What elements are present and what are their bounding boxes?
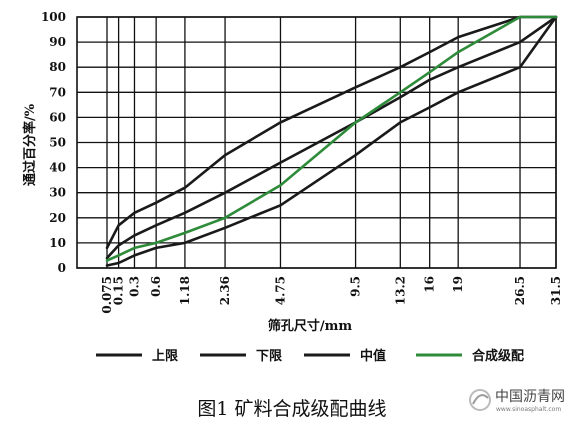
x-tick-label: 31.5 — [549, 276, 563, 305]
y-axis-label: 通过百分率/% — [22, 103, 38, 186]
y-tick-label: 20 — [49, 211, 66, 225]
watermark-logo-icon — [469, 389, 491, 411]
legend: 上限 下限 中值 合成级配 — [96, 348, 524, 364]
watermark-url: www.sinoasphalt.com — [496, 406, 561, 413]
y-tick-label: 10 — [49, 236, 66, 250]
x-tick-label: 0.6 — [149, 276, 163, 297]
x-tick-label: 9.5 — [349, 276, 363, 297]
y-tick-label: 80 — [49, 60, 66, 74]
x-axis-label: 筛孔尺寸/mm — [268, 318, 353, 334]
legend-label: 上限 — [152, 349, 179, 364]
legend-label: 下限 — [256, 349, 283, 364]
x-tick-label: 13.2 — [393, 276, 407, 305]
legend-label: 合成级配 — [472, 348, 524, 364]
y-tick-label: 70 — [49, 85, 66, 99]
y-tick-label: 30 — [49, 186, 66, 200]
series-line — [105, 15, 558, 260]
y-tick-label: 90 — [49, 35, 66, 49]
x-tick-label: 1.18 — [178, 276, 192, 305]
y-tick-label: 100 — [41, 10, 66, 24]
x-tick-label: 2.36 — [218, 276, 232, 305]
watermark-text: 中国沥青网 — [495, 389, 565, 405]
x-tick-label: 16 — [423, 276, 437, 293]
y-axis-ticks: 0 10 20 30 40 50 60 70 80 90 100 — [41, 10, 66, 275]
watermark: 中国沥青网 www.sinoasphalt.com — [469, 389, 565, 413]
legend-label: 中值 — [360, 348, 386, 364]
x-tick-label: 4.75 — [273, 276, 287, 305]
series-line — [105, 15, 558, 262]
y-tick-label: 40 — [49, 161, 66, 175]
series-line — [105, 15, 558, 267]
x-tick-label: 0.15 — [112, 276, 126, 305]
y-tick-label: 0 — [58, 261, 66, 275]
series-lines — [105, 15, 558, 267]
y-tick-label: 60 — [49, 110, 66, 124]
watermark-logo-mark — [472, 394, 489, 405]
series-line — [105, 15, 558, 250]
y-tick-label: 50 — [49, 136, 66, 150]
figure-caption: 图1 矿料合成级配曲线 — [197, 398, 386, 420]
x-tick-label: 0.3 — [127, 276, 141, 297]
x-tick-label: 0.075 — [100, 276, 114, 314]
x-tick-label: 26.5 — [513, 276, 527, 305]
x-tick-label: 19 — [451, 276, 465, 293]
